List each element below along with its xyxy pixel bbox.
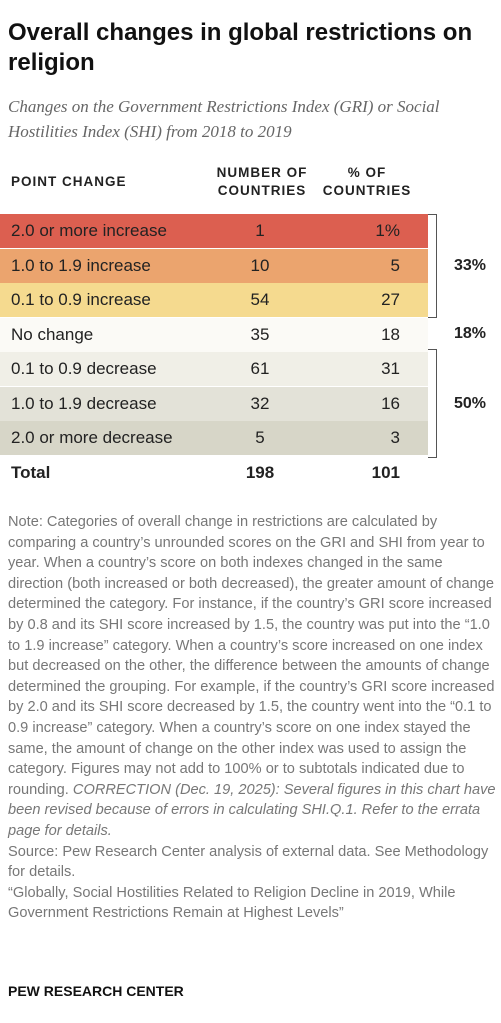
table-cell: 61 xyxy=(250,359,270,378)
report-title: “Globally, Social Hostilities Related to… xyxy=(8,884,456,922)
table-cell: 5 xyxy=(390,255,400,275)
table-cell: 18 xyxy=(381,324,400,344)
table-cell: 16 xyxy=(381,393,400,413)
bracket xyxy=(428,349,437,458)
table-cell: 1.0 to 1.9 decrease xyxy=(11,393,157,413)
group-label: 33% xyxy=(453,257,487,274)
table-cell: 10 xyxy=(250,255,270,275)
table-cell: 1% xyxy=(375,221,400,240)
table-row: Total 198 101 xyxy=(0,455,428,490)
group-label: 50% xyxy=(453,395,487,412)
title: Overall changes in global restrictions o… xyxy=(8,19,473,76)
source: Source: Pew Research Center analysis of … xyxy=(8,843,489,881)
table-cell: No change xyxy=(11,324,94,344)
correction: CORRECTION (Dec. 19, 2025): Several figu… xyxy=(8,781,496,839)
table-cell: 0.1 to 0.9 decrease xyxy=(11,359,157,378)
column-header: POINT CHANGE xyxy=(11,174,127,189)
bracket xyxy=(428,214,437,318)
table-cell: 32 xyxy=(250,393,270,413)
table-row: No change 35 18 xyxy=(0,317,428,352)
table-cell: 31 xyxy=(381,359,400,378)
table-cell: 1 xyxy=(255,221,265,240)
table-cell: Total xyxy=(11,462,51,482)
group-label: 18% xyxy=(453,325,487,342)
table-cell: 0.1 to 0.9 increase xyxy=(11,290,151,309)
table-cell: 3 xyxy=(390,428,400,447)
footer: PEW RESEARCH CENTER xyxy=(8,983,184,999)
table-row: 2.0 or more decrease 5 3 xyxy=(0,421,428,455)
subtitle: Changes on the Government Restrictions I… xyxy=(8,97,440,141)
table-cell: 5 xyxy=(255,428,265,447)
table-cell: 54 xyxy=(250,290,270,309)
table-cell: 101 xyxy=(371,462,400,482)
column-header: NUMBER OF COUNTRIES xyxy=(216,165,308,198)
table-row: 2.0 or more increase 1 1% xyxy=(0,214,428,248)
column-header: % OF COUNTRIES xyxy=(322,165,412,198)
table-cell: 2.0 or more decrease xyxy=(11,428,173,447)
table-row: 1.0 to 1.9 decrease 32 16 xyxy=(0,386,428,421)
table-cell: 198 xyxy=(245,462,275,482)
table-cell: 1.0 to 1.9 increase xyxy=(11,255,151,275)
notes: Note: Categories of overall change in re… xyxy=(8,512,496,924)
note: Note: Categories of overall change in re… xyxy=(8,514,495,798)
table-row: 0.1 to 0.9 decrease 61 31 xyxy=(0,352,428,386)
table-row: 1.0 to 1.9 increase 10 5 xyxy=(0,248,428,283)
table-cell: 27 xyxy=(381,290,400,309)
table-cell: 35 xyxy=(250,324,270,344)
table-cell: 2.0 or more increase xyxy=(11,221,167,240)
table-row: 0.1 to 0.9 increase 54 27 xyxy=(0,283,428,317)
